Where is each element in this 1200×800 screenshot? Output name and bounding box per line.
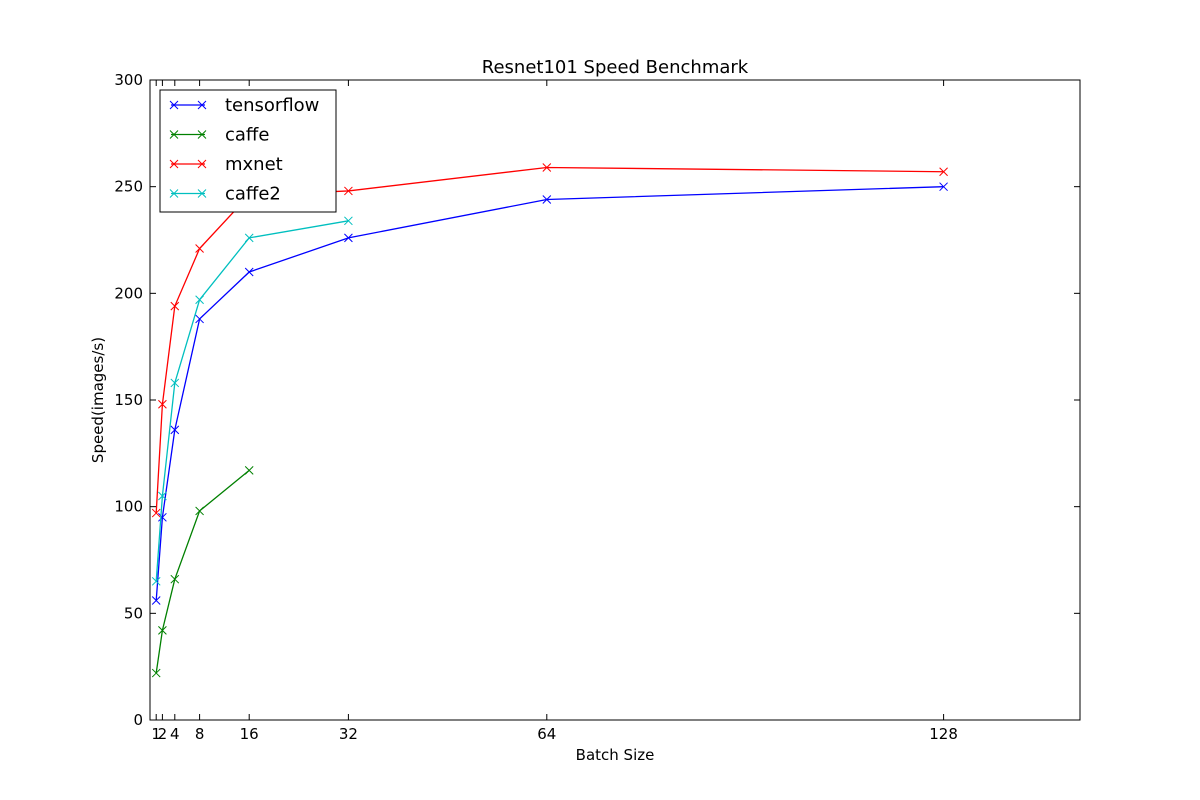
x-tick-label: 64 — [537, 725, 556, 743]
y-axis: 0 50 100 150 200 250 300 — [114, 71, 1080, 729]
legend-marker — [169, 159, 179, 169]
legend-label-caffe2: caffe2 — [225, 184, 281, 205]
series-line-caffe — [155, 469, 250, 674]
x-tick-label: 16 — [240, 725, 259, 743]
series-line-tensorflow — [155, 186, 944, 601]
y-tick-label: 100 — [114, 498, 143, 516]
series-line-mxnet — [155, 166, 944, 514]
legend-marker — [197, 100, 207, 110]
data-point-caffe2 — [151, 576, 161, 586]
data-point-tensorflow — [244, 267, 254, 277]
data-point-mxnet — [170, 301, 180, 311]
legend-marker — [197, 130, 207, 139]
data-point-tensorflow — [158, 512, 167, 522]
legend-label-mxnet: mxnet — [225, 154, 283, 175]
data-point-caffe — [151, 668, 161, 678]
data-point-mxnet — [195, 244, 204, 253]
series-layer — [151, 163, 948, 678]
data-point-mxnet — [151, 508, 161, 518]
data-point-caffe — [158, 626, 167, 635]
x-axis: 12 4 8 16 32 64 128 — [151, 80, 958, 743]
y-tick-label: 0 — [133, 711, 143, 729]
x-tick-label: 2 — [158, 725, 168, 743]
data-point-tensorflow — [542, 195, 552, 204]
legend-marker — [197, 159, 207, 169]
data-point-caffe2 — [170, 378, 180, 388]
series-caffe — [151, 466, 254, 678]
data-point-caffe2 — [195, 295, 204, 305]
legend: tensorflow caffe mxnet caffe2 — [159, 89, 337, 213]
x-tick-label: 4 — [170, 725, 180, 743]
x-tick-label: 128 — [929, 725, 958, 743]
data-point-tensorflow — [195, 314, 204, 324]
data-point-mxnet — [542, 163, 552, 172]
data-point-caffe2 — [344, 216, 353, 226]
legend-marker — [169, 100, 179, 110]
series-mxnet — [151, 163, 948, 518]
data-point-caffe — [244, 466, 254, 475]
y-tick-label: 250 — [114, 178, 143, 196]
x-tick-label: 32 — [339, 725, 358, 743]
y-tick-label: 150 — [114, 391, 143, 409]
x-tick-label: 1 — [151, 725, 161, 743]
series-line-caffe2 — [155, 220, 349, 582]
data-point-caffe2 — [244, 233, 254, 243]
data-point-tensorflow — [170, 425, 180, 435]
x-axis-label: Batch Size — [576, 746, 655, 764]
y-tick-label: 300 — [114, 71, 143, 89]
data-point-caffe — [170, 574, 180, 584]
data-point-tensorflow — [344, 233, 353, 243]
y-tick-label: 50 — [124, 604, 143, 622]
data-point-mxnet — [344, 186, 353, 196]
series-caffe2 — [151, 216, 353, 586]
legend-label-tensorflow: tensorflow — [225, 95, 319, 116]
chart-title: Resnet101 Speed Benchmark — [482, 57, 749, 78]
data-point-mxnet — [939, 167, 948, 177]
data-point-tensorflow — [939, 182, 948, 192]
data-point-tensorflow — [151, 596, 161, 605]
legend-marker — [169, 130, 179, 139]
y-axis-label: Speed(images/s) — [89, 337, 107, 463]
legend-box — [159, 89, 337, 213]
series-tensorflow — [151, 182, 948, 605]
x-tick-label: 8 — [195, 725, 205, 743]
legend-marker — [197, 189, 207, 198]
y-tick-label: 200 — [114, 284, 143, 302]
legend-label-caffe: caffe — [225, 125, 269, 146]
data-point-caffe — [195, 506, 204, 516]
data-point-caffe2 — [158, 491, 167, 501]
data-point-mxnet — [158, 399, 167, 409]
legend-marker — [169, 189, 179, 198]
